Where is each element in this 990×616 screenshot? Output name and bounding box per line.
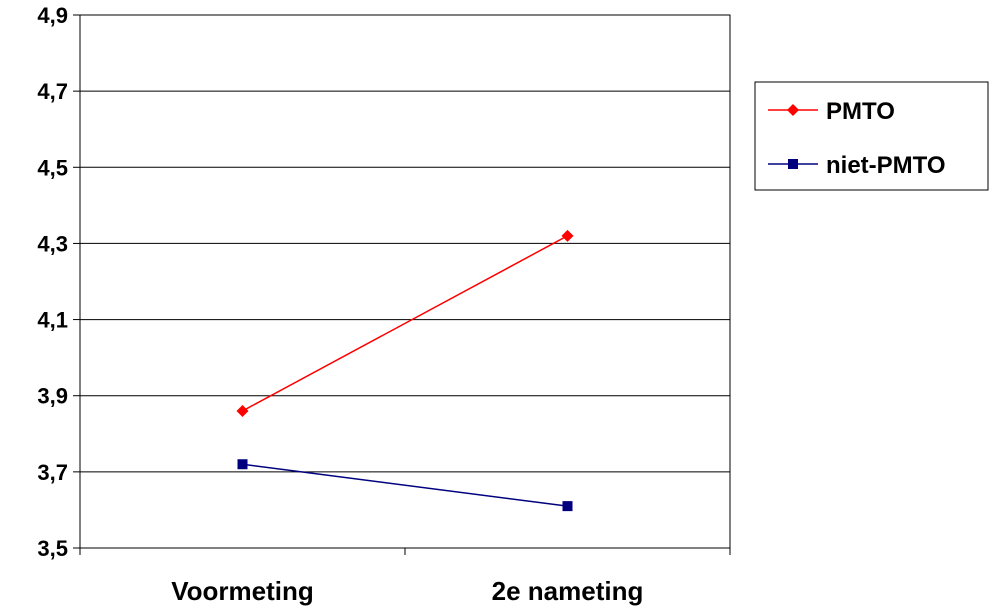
x-category-label: Voormeting — [171, 576, 314, 606]
y-tick-label: 4,1 — [37, 308, 68, 333]
series-layer — [236, 229, 574, 512]
series-line — [242, 463, 568, 507]
legend-label: PMTO — [826, 98, 895, 125]
legend-item: niet-PMTO — [768, 152, 946, 179]
y-tick-label: 3,5 — [37, 536, 68, 561]
x-axis-ticks: Voormeting 2e nameting — [79, 548, 731, 606]
legend: PMTO niet-PMTO — [754, 81, 989, 191]
gridlines — [80, 14, 730, 473]
series-line — [242, 235, 568, 412]
series-1 — [236, 229, 574, 417]
legend-item: PMTO — [768, 98, 895, 125]
y-tick-label: 3,7 — [37, 460, 68, 485]
series-2 — [237, 459, 573, 512]
y-tick-label: 4,5 — [37, 155, 68, 180]
data-point — [562, 501, 573, 512]
y-axis-ticks: 3,5 3,7 3,9 4,1 4,3 4,5 4,7 4,9 — [37, 3, 80, 561]
data-point — [237, 459, 248, 470]
y-tick-label: 4,3 — [37, 231, 68, 256]
legend-label: niet-PMTO — [826, 152, 946, 179]
data-point — [561, 229, 574, 242]
legend-marker — [788, 159, 798, 169]
data-point — [236, 404, 249, 417]
plot-area — [79, 14, 731, 549]
y-tick-label: 4,9 — [37, 3, 68, 28]
y-tick-label: 3,9 — [37, 384, 68, 409]
legend-box — [754, 81, 989, 191]
x-category-label: 2e nameting — [492, 576, 644, 606]
legend-marker — [787, 104, 799, 116]
y-tick-label: 4,7 — [37, 79, 68, 104]
